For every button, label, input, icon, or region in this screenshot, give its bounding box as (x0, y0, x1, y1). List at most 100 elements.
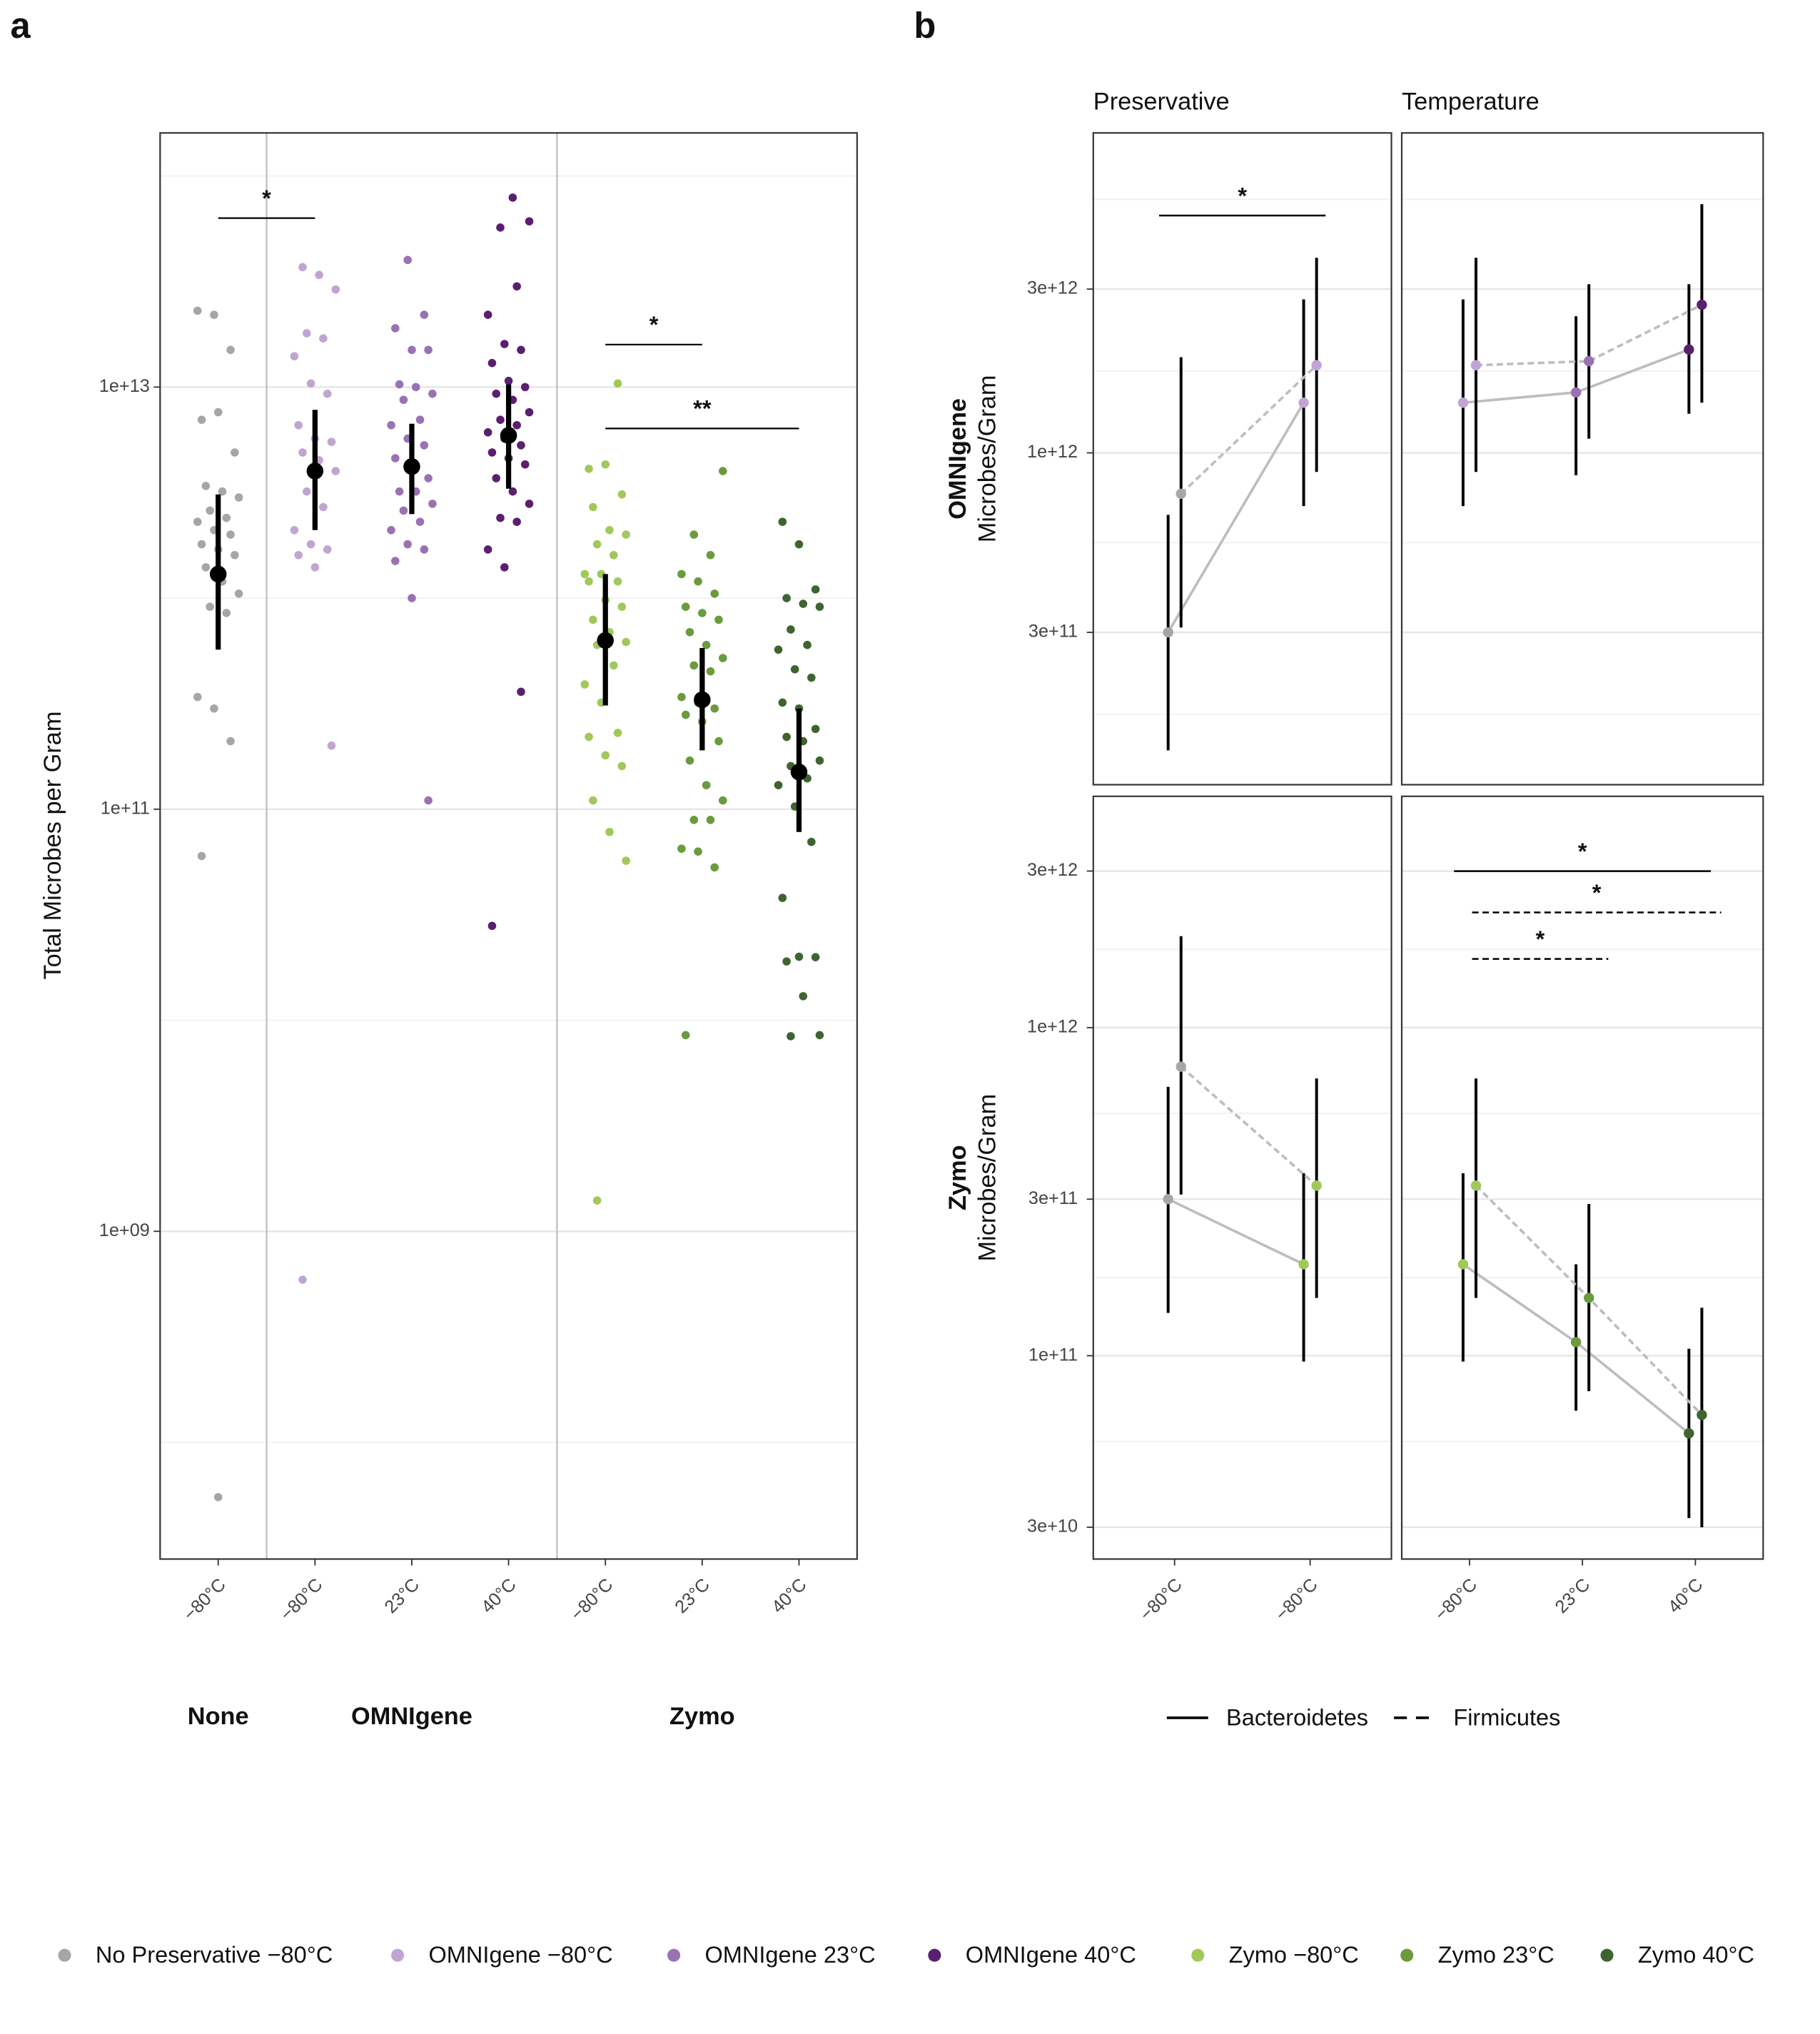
legend-label: Zymo −80°C (1229, 1942, 1359, 1968)
data-point (706, 550, 715, 560)
y-tick-label: 3e+11 (1028, 1188, 1078, 1208)
data-point (580, 680, 590, 689)
data-point (319, 502, 328, 512)
data-point (710, 590, 719, 598)
data-point (774, 781, 783, 789)
mean-point (306, 462, 324, 480)
data-point (492, 474, 501, 482)
data-point (306, 540, 315, 549)
row-axis-title: Microbes/Gram (974, 1094, 1001, 1262)
data-point (681, 1031, 690, 1040)
data-point (290, 352, 299, 360)
data-point (689, 661, 699, 670)
x-tick-label: 40°C (477, 1574, 520, 1617)
data-point (210, 310, 218, 319)
data-point (782, 957, 791, 966)
data-point (391, 557, 400, 565)
data-point (234, 590, 243, 598)
significance-label: * (1592, 880, 1602, 906)
mean-point (1470, 1180, 1482, 1191)
data-point (226, 530, 235, 539)
mean-point (1684, 1428, 1694, 1439)
data-point (424, 345, 433, 355)
data-point (496, 415, 505, 424)
data-point (403, 255, 412, 265)
data-point (197, 851, 206, 861)
data-point (601, 751, 610, 760)
data-point (517, 441, 525, 450)
data-point (487, 921, 497, 931)
group-label: OMNIgene (351, 1703, 472, 1730)
mean-point (790, 763, 808, 781)
x-tick-label: 40°C (768, 1574, 811, 1617)
panel-label: a (11, 5, 31, 46)
data-point (302, 487, 311, 496)
trend-line (1167, 1198, 1305, 1266)
data-point (395, 487, 404, 496)
mean-point (1684, 344, 1694, 355)
data-point (492, 389, 501, 398)
data-point (327, 437, 336, 446)
y-tick-label: 1e+13 (99, 376, 150, 396)
mean-point (1570, 1337, 1582, 1347)
significance-label: * (262, 186, 271, 211)
data-point (613, 729, 622, 737)
legend-label: OMNIgene 23°C (704, 1942, 875, 1968)
data-point (420, 441, 429, 450)
panel-label: b (914, 5, 936, 46)
data-point (681, 710, 690, 719)
y-tick-label: 1e+12 (1027, 1017, 1078, 1037)
mean-point (1311, 1180, 1322, 1191)
data-point (799, 992, 808, 1001)
data-point (714, 737, 723, 746)
data-point (525, 408, 534, 417)
data-point (315, 270, 323, 279)
y-tick-label: 3e+10 (1027, 1517, 1078, 1537)
data-point (803, 640, 812, 649)
data-point (226, 345, 235, 355)
y-tick-label: 1e+12 (1027, 442, 1078, 462)
data-point (702, 640, 711, 649)
data-point (193, 517, 202, 526)
data-point (415, 415, 425, 424)
data-point (685, 756, 694, 765)
data-point (706, 667, 715, 676)
mean-point (1457, 398, 1469, 408)
legend-label: Firmicutes (1453, 1704, 1560, 1730)
y-axis-title: Total Microbes per Gram (39, 711, 66, 979)
data-point (525, 217, 534, 226)
trend-line (1475, 303, 1703, 367)
data-point (807, 673, 816, 682)
row-label: OMNIgene (944, 398, 971, 520)
data-point (298, 263, 307, 272)
data-point (718, 654, 727, 662)
data-point (689, 530, 699, 539)
data-point (298, 448, 307, 457)
data-point (718, 796, 727, 805)
data-point (231, 550, 239, 560)
facet-frame (1092, 132, 1392, 786)
data-point (815, 1031, 824, 1040)
significance-label: * (649, 312, 659, 338)
data-point (193, 692, 202, 702)
legend-swatch (1600, 1948, 1614, 1962)
significance-label: * (1238, 183, 1247, 208)
mean-point (1470, 360, 1482, 370)
data-point (428, 500, 437, 508)
data-point (399, 395, 408, 405)
data-point (206, 602, 214, 611)
mean-point (1570, 387, 1582, 398)
row-axis-title: Microbes/Gram (974, 375, 1001, 543)
data-point (706, 816, 715, 824)
facet-frame (1400, 795, 1764, 1560)
significance-label: ** (693, 396, 712, 422)
data-point (710, 863, 719, 872)
data-point (206, 506, 214, 515)
data-point (411, 383, 420, 392)
data-point (323, 545, 332, 554)
trend-line (1180, 1066, 1318, 1187)
data-point (794, 952, 804, 961)
y-tick-label: 1e+11 (1028, 1345, 1078, 1365)
mean-point (1697, 299, 1707, 310)
y-tick-label: 3e+12 (1027, 860, 1078, 880)
